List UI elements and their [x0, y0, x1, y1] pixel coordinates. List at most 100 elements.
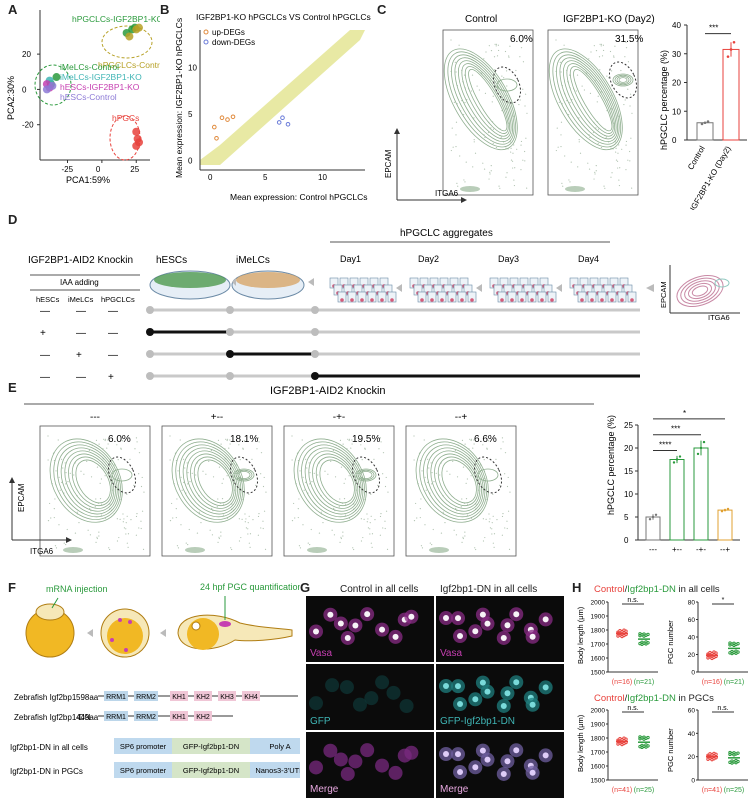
flow-event: [470, 438, 473, 440]
flow-contour: [443, 48, 518, 151]
flow-event: [262, 527, 264, 530]
flow-event: [617, 152, 619, 154]
h-len1-tick-label: 2000: [591, 600, 606, 607]
flow-event: [387, 491, 389, 493]
deg-cloud: [200, 30, 365, 165]
bar-e-dot: [648, 518, 652, 521]
flow-event: [560, 145, 562, 148]
pca-ytick-label: -20: [22, 121, 34, 130]
flow-event: [247, 522, 249, 524]
h-len1-n: (n=16): [612, 679, 632, 686]
bar-e-tick-label: 10: [624, 490, 633, 499]
flow-event: [142, 548, 145, 550]
flow-event: [462, 536, 464, 538]
flow-event: [169, 435, 171, 437]
flow-event: [625, 140, 628, 143]
flow-event: [126, 515, 128, 517]
aggregate-well: [337, 291, 347, 303]
flow-event: [187, 543, 189, 546]
iaa-cell: +: [76, 350, 82, 361]
flow-event: [501, 437, 504, 439]
knockin-label: IGF2BP1-AID2 Knockin: [28, 255, 133, 266]
cell-core: [327, 611, 334, 618]
flow-event: [575, 90, 577, 92]
flow-event: [460, 506, 462, 508]
flow-event: [218, 537, 220, 540]
flow-c-pct-2: 31.5%: [615, 34, 643, 45]
flow-event: [317, 474, 319, 476]
flow-event: [260, 452, 263, 454]
gene-name: Zebrafish Igf2bp1-DN: [14, 713, 91, 722]
flow-contour: [301, 444, 364, 518]
flow-event: [415, 502, 417, 505]
label-hescs-control: hESCs-Control: [60, 92, 117, 102]
aggregate-cell: [630, 298, 634, 302]
flow-event: [59, 489, 61, 491]
cell: [388, 765, 403, 780]
flow-event: [252, 519, 254, 521]
flow-event: [522, 61, 525, 63]
flow-event: [65, 543, 67, 546]
flow-event: [615, 151, 617, 153]
flow-subpop: [496, 78, 518, 92]
flow-event: [416, 517, 418, 519]
flow-event: [344, 503, 347, 505]
domain-box: [104, 691, 128, 701]
flow-contour: [434, 453, 481, 509]
bar-e-cat: ---: [649, 545, 657, 554]
flow-event: [379, 437, 382, 439]
flow-event: [490, 127, 492, 129]
flow-event: [472, 447, 474, 449]
flow-event: [501, 534, 503, 536]
flow-event: [476, 85, 478, 87]
domain-box: [242, 691, 260, 701]
cell: [325, 678, 340, 693]
flow-event: [493, 533, 496, 535]
flow-event: [522, 159, 524, 161]
flow-event: [231, 548, 233, 551]
flow-event: [218, 536, 220, 538]
flow-event: [347, 438, 349, 440]
panel-letter-g: G: [300, 580, 311, 595]
flow-event: [470, 475, 472, 477]
flow-event: [420, 498, 422, 500]
flow-event: [248, 493, 250, 495]
h-pgc2-tick-label: 40: [688, 731, 696, 738]
flow-event: [298, 545, 301, 547]
flow-event: [339, 541, 341, 543]
flow-event: [504, 452, 507, 454]
flow-event: [623, 103, 625, 106]
flow-event: [497, 44, 499, 46]
flow-contour: [171, 438, 245, 523]
flow-event: [189, 481, 191, 483]
h-pgc1-point: [730, 649, 734, 654]
flow-event: [509, 45, 511, 47]
cell: [348, 754, 363, 769]
cell-core: [457, 633, 464, 640]
flow-event: [307, 542, 309, 544]
flow-event: [255, 484, 257, 487]
aggregate-well: [527, 291, 537, 303]
flow-event: [611, 172, 613, 174]
flow-event: [421, 470, 423, 472]
cell-core: [500, 770, 507, 777]
pca-point: [125, 32, 134, 41]
flow-event: [453, 101, 455, 103]
deg-xtick-label: 5: [263, 173, 268, 182]
flow-event: [462, 537, 464, 540]
flow-event: [455, 507, 457, 510]
flow-event: [370, 515, 372, 517]
h-pgc1-point: [710, 656, 714, 661]
flow-event: [130, 519, 132, 521]
flow-event: [491, 101, 493, 103]
iaa-cell: —: [108, 328, 118, 339]
flow-event: [492, 95, 494, 97]
flow-event: [248, 542, 250, 544]
flow-event: [595, 170, 597, 172]
aggregate-well: [447, 291, 457, 303]
flow-event: [513, 179, 515, 181]
flow-event: [343, 497, 346, 500]
d-xlabel: ITGA6: [708, 313, 730, 322]
down-deg-point: [285, 121, 291, 127]
flow-event: [109, 548, 111, 551]
